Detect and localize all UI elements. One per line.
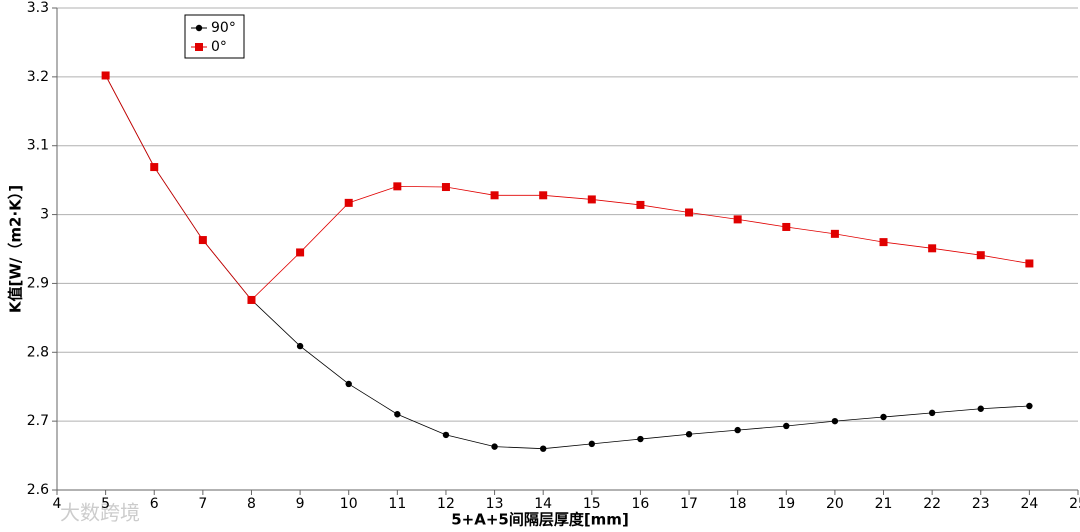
x-tick-label: 6 bbox=[150, 496, 159, 512]
marker bbox=[734, 426, 741, 434]
marker bbox=[831, 417, 839, 425]
legend-box bbox=[184, 14, 245, 59]
legend-marker bbox=[195, 43, 203, 51]
watermark: 大数跨境 bbox=[60, 501, 140, 525]
marker bbox=[101, 71, 110, 80]
marker bbox=[977, 405, 984, 412]
x-tick-label: 18 bbox=[729, 496, 747, 512]
x-tick-label: 16 bbox=[632, 496, 650, 512]
x-tick-label: 24 bbox=[1020, 496, 1038, 512]
marker bbox=[394, 411, 401, 418]
x-tick-label: 9 bbox=[296, 496, 305, 512]
marker bbox=[879, 238, 888, 247]
x-tick-label: 25 bbox=[1069, 496, 1080, 512]
y-tick-label: 3 bbox=[40, 207, 49, 223]
marker bbox=[247, 295, 256, 304]
marker bbox=[344, 198, 353, 207]
marker bbox=[928, 409, 936, 417]
x-tick-label: 12 bbox=[437, 496, 455, 512]
x-tick-label: 4 bbox=[53, 496, 62, 512]
marker bbox=[685, 431, 693, 438]
marker bbox=[637, 435, 644, 443]
x-tick-label: 21 bbox=[875, 496, 893, 512]
marker bbox=[539, 445, 547, 452]
marker bbox=[733, 215, 742, 224]
series-line bbox=[105, 75, 1030, 301]
y-tick-label: 2.7 bbox=[27, 413, 49, 429]
marker bbox=[976, 251, 985, 260]
marker bbox=[393, 182, 402, 191]
marker bbox=[880, 413, 887, 421]
x-tick-label: 20 bbox=[826, 496, 844, 512]
marker bbox=[636, 200, 645, 209]
marker bbox=[830, 229, 839, 238]
x-tick-label: 19 bbox=[777, 496, 795, 512]
marker bbox=[928, 244, 937, 253]
marker bbox=[685, 208, 694, 217]
y-axis-label: K值[W/（m2·K）] bbox=[7, 185, 25, 313]
y-tick-label: 2.9 bbox=[27, 275, 49, 291]
x-tick-label: 17 bbox=[680, 496, 698, 512]
x-tick-label: 15 bbox=[583, 496, 601, 512]
marker bbox=[150, 163, 159, 172]
legend-label: 0° bbox=[211, 39, 227, 55]
marker bbox=[490, 191, 499, 200]
y-tick-label: 3.1 bbox=[27, 138, 49, 154]
x-tick-label: 5 bbox=[101, 496, 110, 512]
x-tick-label: 11 bbox=[388, 496, 406, 512]
x-tick-label: 13 bbox=[486, 496, 504, 512]
marker bbox=[296, 342, 304, 350]
x-tick-label: 14 bbox=[534, 496, 552, 512]
marker bbox=[296, 248, 305, 257]
marker bbox=[539, 191, 548, 200]
x-tick-label: 23 bbox=[972, 496, 990, 512]
series-line bbox=[105, 75, 1030, 450]
marker bbox=[1025, 259, 1034, 268]
legend: 90°0° bbox=[184, 14, 245, 59]
legend-marker bbox=[195, 24, 203, 32]
x-axis-label: 5+A+5间隔层厚度[mm] bbox=[451, 511, 629, 529]
marker bbox=[588, 440, 596, 448]
marker bbox=[198, 236, 207, 245]
x-tick-label: 10 bbox=[340, 496, 358, 512]
legend-label: 90° bbox=[211, 20, 236, 36]
y-tick-label: 3.3 bbox=[27, 0, 49, 16]
marker bbox=[442, 431, 450, 439]
marker bbox=[491, 443, 498, 450]
marker bbox=[1026, 402, 1033, 410]
x-tick-label: 8 bbox=[247, 496, 256, 512]
marker bbox=[345, 380, 352, 388]
marker bbox=[782, 222, 791, 231]
y-tick-label: 3.2 bbox=[27, 69, 49, 85]
y-tick-label: 2.8 bbox=[27, 344, 49, 360]
x-tick-label: 7 bbox=[198, 496, 207, 512]
marker bbox=[441, 183, 450, 192]
x-tick-label: 22 bbox=[923, 496, 941, 512]
marker bbox=[587, 195, 596, 204]
y-tick-label: 2.6 bbox=[27, 482, 49, 498]
marker bbox=[783, 422, 790, 430]
